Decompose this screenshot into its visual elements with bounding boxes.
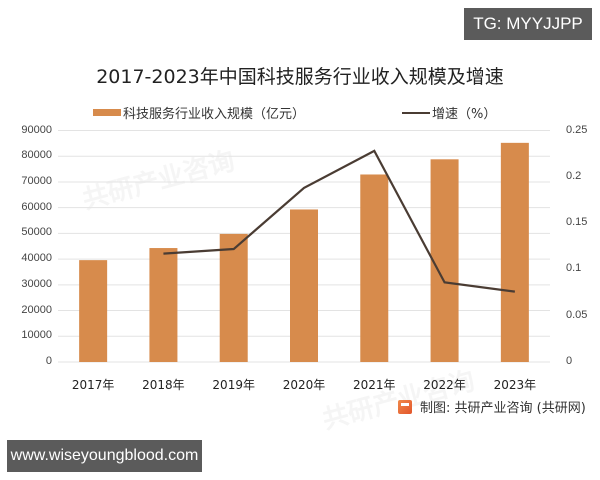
chart-title: 2017-2023年中国科技服务行业收入规模及增速 (96, 66, 504, 88)
legend-line-swatch-icon (402, 111, 430, 114)
x-axis-label: 2017年 (71, 378, 115, 392)
left-axis-tick: 70000 (21, 174, 52, 187)
x-axis-label: 2021年 (353, 378, 396, 392)
right-axis-tick: 0.05 (566, 308, 588, 321)
x-axis-label: 2018年 (142, 378, 185, 392)
legend-item-growth: 增速（%） (402, 103, 496, 122)
x-axis-label: 2022年 (423, 378, 466, 392)
right-axis-tick: 0.25 (566, 123, 588, 136)
left-axis-tick: 60000 (21, 200, 52, 213)
legend-bar-swatch-icon (93, 109, 121, 116)
bar-2022年 (430, 159, 459, 362)
x-axis-label: 2019年 (212, 378, 255, 392)
left-axis-tick: 0 (45, 355, 52, 367)
left-axis-tick: 90000 (21, 123, 52, 136)
source-logo-icon (398, 399, 412, 414)
left-axis-tick: 10000 (21, 329, 52, 342)
bar-2019年 (219, 233, 248, 362)
x-axis-label: 2023年 (493, 378, 537, 392)
right-axis-tick: 0 (566, 355, 573, 367)
source-text: 制图: 共研产业咨询 (共研网) (420, 401, 586, 416)
bar-series (79, 142, 529, 362)
bar-2017年 (79, 260, 108, 362)
x-axis-label: 2020年 (282, 378, 326, 392)
bottom-watermark-badge: www.wiseyoungblood.com (7, 440, 202, 472)
legend-item-revenue: 科技服务行业收入规模（亿元） (93, 103, 305, 122)
legend-label-growth: 增速（%） (432, 107, 497, 122)
left-axis-tick: 50000 (21, 226, 52, 239)
source-note: 制图: 共研产业咨询 (共研网) (398, 397, 586, 416)
left-axis-tick: 40000 (21, 252, 52, 265)
left-axis-tick: 20000 (21, 303, 52, 316)
bar-2020年 (290, 209, 318, 362)
left-axis-tick: 30000 (21, 277, 52, 290)
top-watermark-badge: TG: MYYJJPP (464, 8, 592, 40)
right-axis-tick: 0.2 (566, 169, 582, 182)
right-axis-tick: 0.1 (566, 262, 582, 275)
legend-label-revenue: 科技服务行业收入规模（亿元） (123, 107, 306, 122)
bar-2021年 (360, 174, 389, 362)
right-axis-tick: 0.15 (566, 216, 588, 229)
bar-2023年 (500, 142, 529, 362)
left-axis-tick: 80000 (21, 149, 52, 162)
bar-2018年 (149, 248, 178, 362)
growth-line (163, 149, 516, 293)
